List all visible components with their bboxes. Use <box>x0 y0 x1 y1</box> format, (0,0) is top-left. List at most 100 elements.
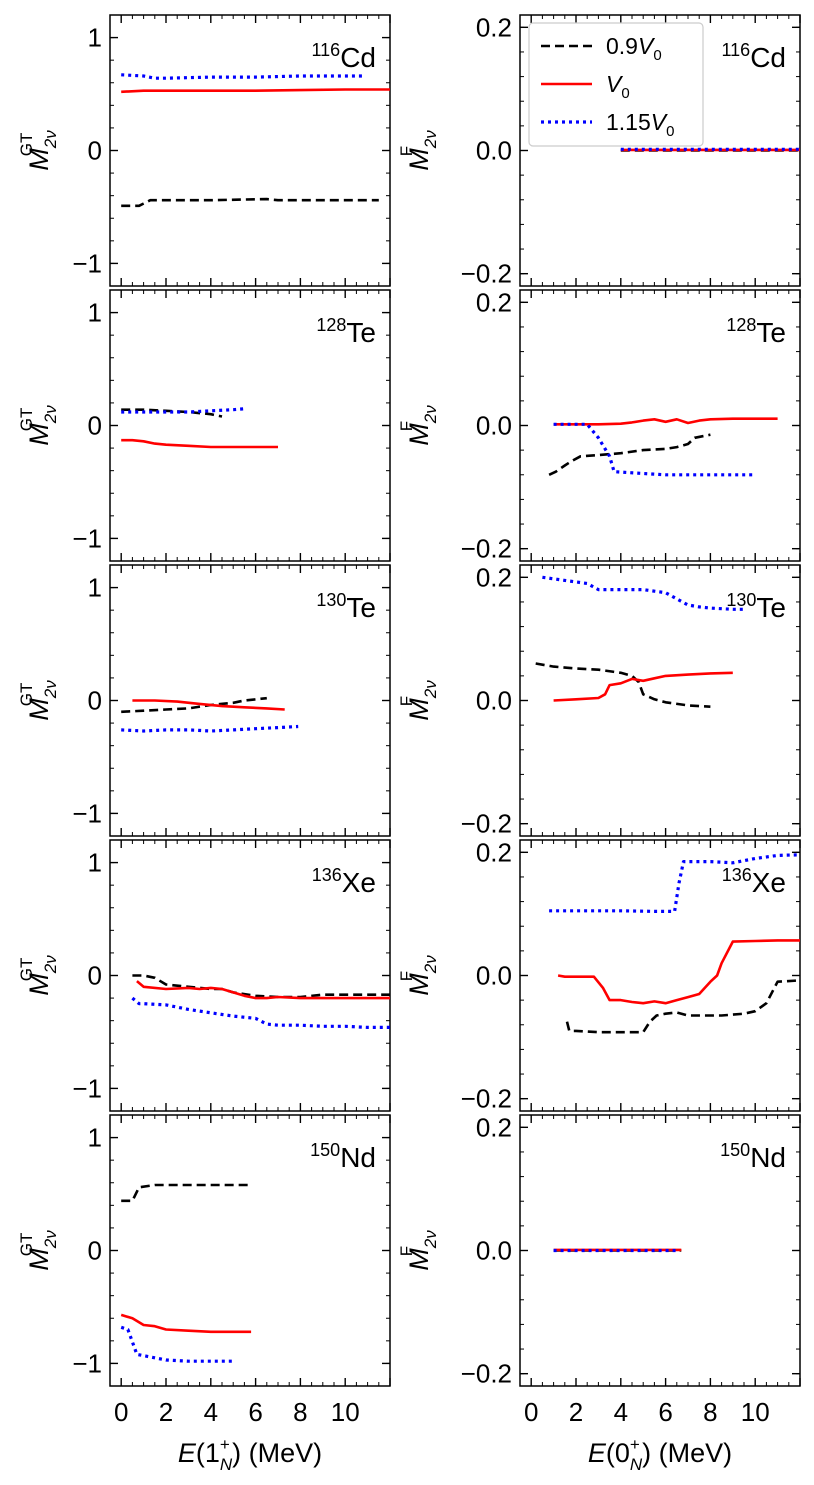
y-tick-label: 0 <box>88 136 102 166</box>
x-tick-label: 8 <box>703 1397 717 1427</box>
legend: 0.9V0 V0 1.15V0 <box>528 22 704 147</box>
panel-right-150Nd: −0.2 0.0 0.2 150Nd M2νF 0 2 4 6 8 10 E(0+ N) (MeV) <box>397 1112 801 1474</box>
y-axis-label: M2νGT <box>17 405 60 446</box>
legend-label: 1.15V0 <box>606 109 674 140</box>
x-axis-label: E(0+ N) (MeV) <box>588 1435 732 1474</box>
series-V0-150Nd <box>120 1313 252 1334</box>
nucleus-label: 150Nd <box>720 1140 786 1173</box>
series-0.9V0-136Xe <box>565 979 801 1034</box>
series-1.15V0-130Te <box>542 575 744 611</box>
y-tick-label: −1 <box>72 248 102 278</box>
series-V0-128Te <box>121 438 278 449</box>
series-1.15V0-150Nd <box>120 1325 234 1363</box>
y-tick-label: 1 <box>88 573 102 603</box>
y-tick-label: −0.2 <box>461 534 512 564</box>
y-tick-label: 0.2 <box>476 562 512 592</box>
nucleus-label: 136Xe <box>722 865 786 898</box>
y-axis-label: M2νGT <box>17 955 60 996</box>
nucleus-label: 130Te <box>316 590 376 623</box>
y-axis-label: M2νGT <box>17 680 60 721</box>
y-tick-label: 0.0 <box>476 961 512 991</box>
legend-box <box>528 22 704 147</box>
x-tick-label: 2 <box>159 1397 173 1427</box>
series-0.9V0-136Xe <box>132 974 390 999</box>
series-1.15V0-128Te <box>553 422 756 477</box>
x-tick-label: 6 <box>658 1397 672 1427</box>
y-tick-label: 0 <box>88 961 102 991</box>
y-axis-label: M2νGT <box>17 1230 60 1271</box>
series-0.9V0-150Nd <box>121 1183 252 1203</box>
panel-left-136Xe: −1 0 1 136Xe M2νGT <box>17 839 391 1112</box>
y-tick-label: 1 <box>88 298 102 328</box>
y-tick-label: −0.2 <box>461 809 512 839</box>
x-tick-label: 10 <box>331 1397 360 1427</box>
y-tick-label: 1 <box>88 1123 102 1153</box>
panel-right-136Xe: −0.2 0.0 0.2 136Xe M2νF <box>397 837 801 1114</box>
legend-label: 0.9V0 <box>606 33 662 64</box>
series-V0-130Te <box>132 699 285 711</box>
y-tick-label: 0.0 <box>476 686 512 716</box>
series-0.9V0-116Cd <box>121 197 379 208</box>
y-axis-label: M2νF <box>397 680 440 721</box>
series-V0-130Te <box>553 671 733 702</box>
y-tick-label: 1 <box>88 23 102 53</box>
nucleus-label: 136Xe <box>312 865 376 898</box>
panel-left-150Nd: −1 0 1 150Nd M2νGT 0 2 4 6 8 10 E(1+ N) (MeV) <box>17 1114 391 1474</box>
panel-right-128Te: −0.2 0.0 0.2 128Te M2νF <box>397 287 801 564</box>
x-tick-label: 10 <box>741 1397 770 1427</box>
series-V0-116Cd <box>121 88 390 94</box>
x-tick-label: 0 <box>114 1397 128 1427</box>
y-tick-label: −1 <box>72 1073 102 1103</box>
x-axis-label: E(1+ N) (MeV) <box>178 1435 322 1474</box>
x-tick-label: 6 <box>248 1397 262 1427</box>
x-tick-label: 2 <box>569 1397 583 1427</box>
x-tick-label: 8 <box>293 1397 307 1427</box>
series-1.15V0-136Xe <box>131 996 390 1030</box>
y-tick-label: 0.2 <box>476 287 512 317</box>
nucleus-label: 150Nd <box>310 1140 376 1173</box>
panel-left-128Te: −1 0 1 128Te M2νGT <box>17 289 391 562</box>
y-axis-label: M2νGT <box>17 130 60 171</box>
series-0.9V0-128Te <box>548 433 711 476</box>
panel-left-116Cd: −1 0 1 116Cd M2νGT <box>17 14 391 287</box>
y-tick-label: 0.0 <box>476 411 512 441</box>
y-tick-label: −0.2 <box>461 1359 512 1389</box>
series-0.9V0-130Te <box>121 696 267 714</box>
nucleus-label: 130Te <box>726 590 786 623</box>
y-axis-label: M2νF <box>397 1230 440 1271</box>
y-tick-label: 0.2 <box>476 12 512 42</box>
series-V0-136Xe <box>136 980 390 1000</box>
y-tick-label: 0.2 <box>476 837 512 867</box>
y-tick-label: 0 <box>88 686 102 716</box>
nucleus-label: 128Te <box>726 315 786 348</box>
nucleus-label: 128Te <box>316 315 376 348</box>
y-tick-label: −1 <box>72 523 102 553</box>
x-tick-label: 0 <box>524 1397 538 1427</box>
y-axis-label: M2νF <box>397 130 440 171</box>
y-tick-label: 0.0 <box>476 136 512 166</box>
series-1.15V0-116Cd <box>121 73 364 80</box>
x-tick-label: 4 <box>614 1397 628 1427</box>
nucleus-label: 116Cd <box>722 40 787 73</box>
y-tick-label: −0.2 <box>461 259 512 289</box>
series-V0-128Te <box>553 417 778 426</box>
series-V0-136Xe <box>557 939 800 1005</box>
y-tick-label: −1 <box>72 1348 102 1378</box>
y-tick-label: 0 <box>88 411 102 441</box>
series-1.15V0-130Te <box>121 724 299 733</box>
nucleus-label: 116Cd <box>312 40 377 73</box>
y-axis-label: M2νF <box>397 955 440 996</box>
panel-left-130Te: −1 0 1 130Te M2νGT <box>17 564 391 837</box>
series-1.15V0-128Te <box>121 407 247 414</box>
legend-label: V0 <box>606 71 630 102</box>
y-tick-label: 0.0 <box>476 1236 512 1266</box>
y-tick-label: −0.2 <box>461 1084 512 1114</box>
x-tick-label: 4 <box>204 1397 218 1427</box>
y-tick-label: 0 <box>88 1236 102 1266</box>
y-tick-label: 1 <box>88 848 102 878</box>
series-1.15V0-136Xe <box>549 853 801 914</box>
y-axis-label: M2νF <box>397 405 440 446</box>
y-tick-label: 0.2 <box>476 1112 512 1142</box>
y-tick-label: −1 <box>72 798 102 828</box>
